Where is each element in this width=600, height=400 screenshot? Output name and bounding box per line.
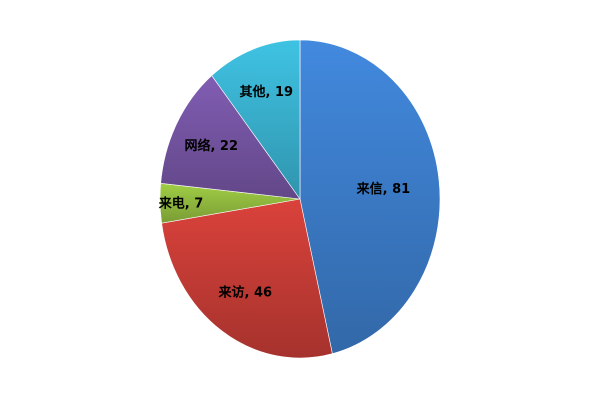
pie-slices [159,39,441,359]
data-labels: 来信, 81 来访, 46 来电, 7 网络, 22 其他, 19 [158,84,410,300]
pie-slice-4 [160,75,301,200]
data-label-3: 来电, 7 [158,196,204,212]
data-label-1: 来信, 81 [356,181,411,197]
pie-slice-1 [299,39,441,355]
data-label-4: 网络, 22 [184,138,238,154]
data-label-2: 来访, 46 [217,284,272,300]
data-label-5: 其他, 19 [239,84,293,100]
pie-slice-5 [211,39,301,200]
pie-slice-2 [161,198,333,359]
